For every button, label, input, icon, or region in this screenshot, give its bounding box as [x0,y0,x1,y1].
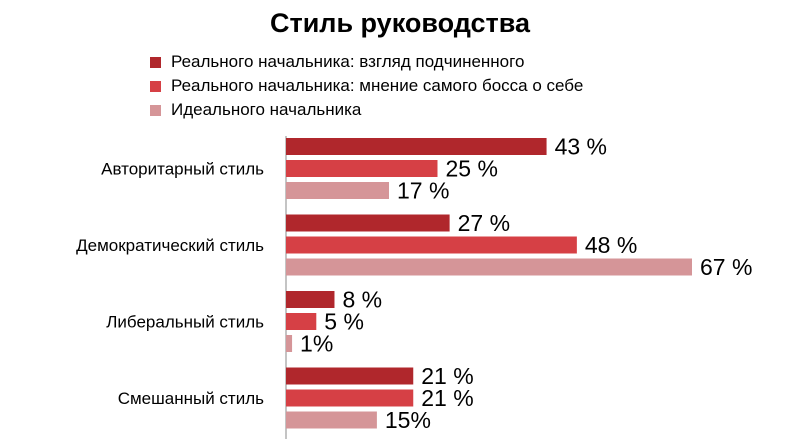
legend-swatch-series-1 [150,56,161,68]
data-label: 15% [385,407,431,433]
data-label: 21 % [421,385,473,411]
bar [286,182,390,199]
bar [286,411,377,429]
category-label: Либеральный стиль [106,313,264,332]
bar [286,236,577,254]
bar [286,258,692,276]
data-label: 25 % [445,156,497,182]
legend-label-series-3: Идеального начальника [171,100,362,119]
legend-swatch-series-3 [150,104,161,116]
bar [286,214,450,232]
legend-item-series-3: Идеального начальника [150,98,583,122]
data-label: 67 % [700,254,752,280]
legend-label-series-1: Реального начальника: взгляд подчиненног… [171,52,525,71]
bar [286,389,414,407]
chart-title: Стиль руководства [269,8,531,38]
category-label: Смешанный стиль [118,389,264,408]
data-label: 5 % [324,309,364,335]
legend: Реального начальника: взгляд подчиненног… [150,50,583,122]
bar [286,291,335,308]
data-label: 21 % [421,363,473,389]
data-label: 8 % [342,287,382,313]
bar [286,367,414,385]
bar [286,313,317,330]
bar [286,138,547,155]
bar [286,335,293,352]
bar [286,160,438,177]
data-label: 48 % [585,232,637,258]
legend-label-series-2: Реального начальника: мнение самого босс… [171,76,584,95]
category-label: Авторитарный стиль [101,160,264,179]
data-label: 17 % [397,178,449,204]
data-label: 27 % [458,210,510,236]
data-label: 43 % [555,134,607,160]
data-label: 1% [300,331,333,357]
legend-swatch-series-2 [150,80,161,92]
category-label: Демократический стиль [76,236,264,255]
legend-item-series-2: Реального начальника: мнение самого босс… [150,74,583,98]
legend-item-series-1: Реального начальника: взгляд подчиненног… [150,50,583,74]
